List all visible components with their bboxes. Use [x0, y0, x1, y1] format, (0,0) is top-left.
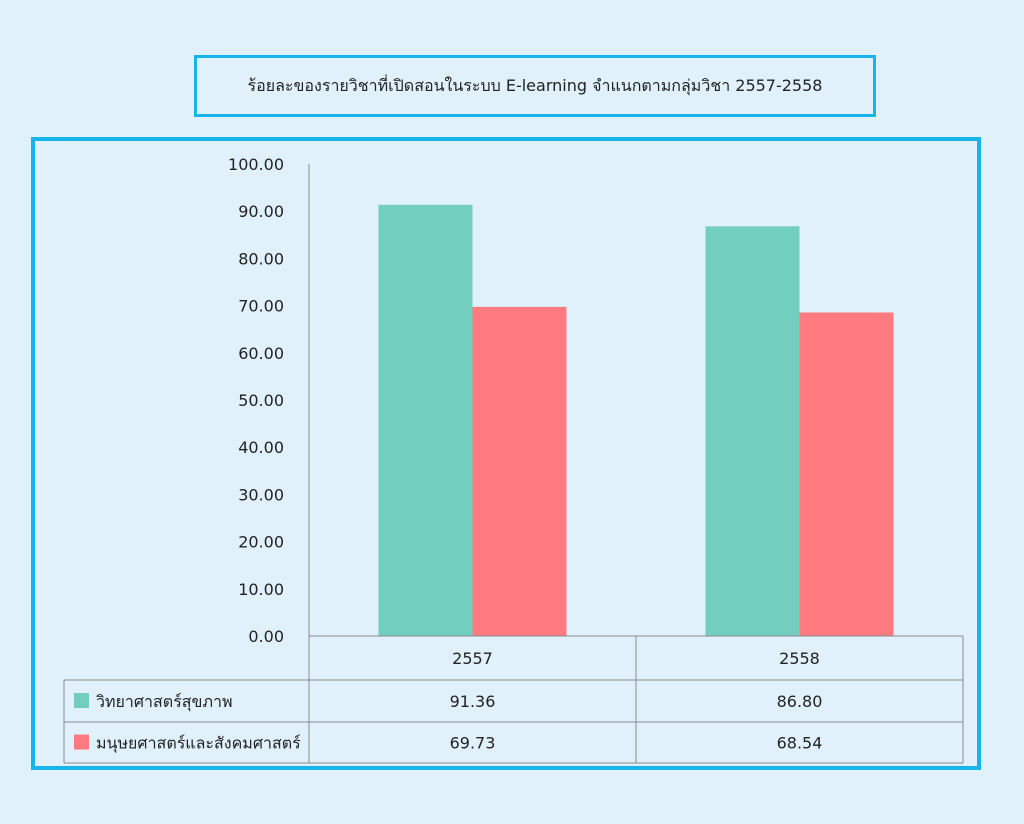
y-tick-label: 30.00	[238, 485, 284, 504]
y-tick-label: 50.00	[238, 391, 284, 410]
legend-label: มนุษยศาสตร์และสังคมศาสตร์	[96, 734, 301, 754]
y-tick-label: 70.00	[238, 297, 284, 316]
legend-swatch	[74, 734, 89, 750]
y-tick-label: 80.00	[238, 249, 284, 268]
data-table-value: 91.36	[450, 692, 496, 711]
y-tick-label: 90.00	[238, 202, 284, 221]
chart-title-box: ร้อยละของรายวิชาที่เปิดสอนในระบบ E-learn…	[194, 55, 876, 117]
legend-swatch	[74, 693, 89, 708]
y-tick-label: 0.00	[248, 627, 284, 646]
bar	[472, 306, 567, 636]
bar	[799, 312, 894, 636]
data-table-value: 86.80	[777, 692, 823, 711]
data-table-value: 68.54	[777, 734, 823, 753]
bar	[378, 204, 473, 636]
legend-label: วิทยาศาสตร์สุขภาพ	[96, 692, 233, 712]
x-tick-label: 2558	[779, 649, 820, 668]
y-tick-label: 60.00	[238, 344, 284, 363]
data-table-value: 69.73	[450, 734, 496, 753]
y-tick-label: 10.00	[238, 580, 284, 599]
y-tick-label: 100.00	[228, 155, 284, 174]
x-tick-label: 2557	[452, 649, 493, 668]
bar	[705, 226, 800, 636]
chart-title: ร้อยละของรายวิชาที่เปิดสอนในระบบ E-learn…	[247, 75, 823, 95]
y-tick-label: 40.00	[238, 438, 284, 457]
y-tick-label: 20.00	[238, 533, 284, 552]
